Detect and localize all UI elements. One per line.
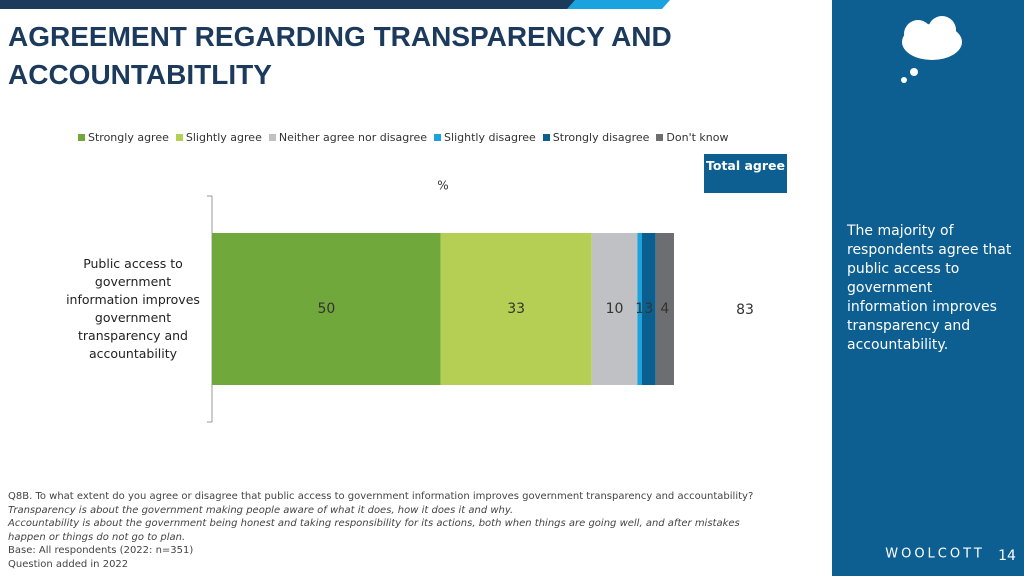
legend-swatch	[434, 134, 442, 141]
cloud-icon	[901, 16, 962, 83]
bar-segment	[655, 233, 674, 385]
total-header: Total agree	[705, 158, 785, 173]
total-header-box	[704, 154, 787, 193]
legend-swatch	[542, 134, 550, 141]
sidebar	[832, 0, 1024, 576]
footnote-base: Base: All respondents (2022: n=351)	[8, 545, 194, 556]
legend-label: Slightly disagree	[444, 131, 536, 144]
footnote-question: Q8B. To what extent do you agree or disa…	[8, 491, 754, 502]
legend-label: Strongly agree	[88, 131, 169, 144]
footnote-definition: Accountability is about the government b…	[8, 518, 740, 543]
legend-item: Don't know	[656, 131, 729, 144]
logo: WOOLCOTT	[885, 547, 985, 562]
legend-swatch	[78, 134, 85, 141]
slide-title: AGREEMENT REGARDING TRANSPARENCY AND ACC…	[8, 21, 672, 90]
bar-segment	[440, 233, 592, 385]
top-stripe	[0, 0, 650, 9]
category-label: Public access to government information …	[66, 256, 200, 361]
legend-item: Neither agree nor disagree	[268, 131, 428, 144]
legend-item: Slightly agree	[175, 131, 262, 144]
legend-item: Slightly disagree	[434, 131, 536, 144]
page-number: 14	[998, 548, 1016, 564]
bar-segment	[212, 233, 441, 385]
data-label: 3	[644, 301, 653, 317]
legend-swatch	[656, 134, 664, 141]
footnote-definition: Transparency is about the government mak…	[8, 504, 514, 516]
legend: Strongly agree Slightly agree Neither agre…	[78, 131, 729, 144]
legend-label: Slightly agree	[185, 131, 262, 144]
data-label: 4	[660, 301, 669, 317]
sidebar-text: The majority of respondents agree that p…	[847, 223, 1012, 353]
footnotes: Q8B. To what extent do you agree or disa…	[8, 490, 768, 571]
footnote-note: Question added in 2022	[8, 558, 129, 570]
legend-swatch	[268, 134, 276, 141]
data-label: 50	[317, 301, 335, 317]
legend-item: Strongly disagree	[542, 131, 650, 144]
bar-segment	[641, 233, 656, 385]
legend-label: Don't know	[666, 131, 729, 144]
data-label: 1	[635, 301, 644, 317]
total-value: 83	[736, 302, 754, 318]
data-label: 33	[507, 301, 525, 317]
top-stripe-accent	[567, 0, 670, 9]
legend-label: Neither agree nor disagree	[278, 131, 428, 144]
bar-segment	[591, 233, 638, 385]
total-header-text: Total agree	[705, 158, 785, 173]
data-label: 10	[606, 301, 624, 317]
legend-label: Strongly disagree	[552, 131, 650, 144]
legend-swatch	[175, 134, 183, 141]
bar-segment	[637, 233, 642, 385]
unit-label: %	[437, 179, 448, 193]
legend-item: Strongly agree	[78, 131, 169, 144]
